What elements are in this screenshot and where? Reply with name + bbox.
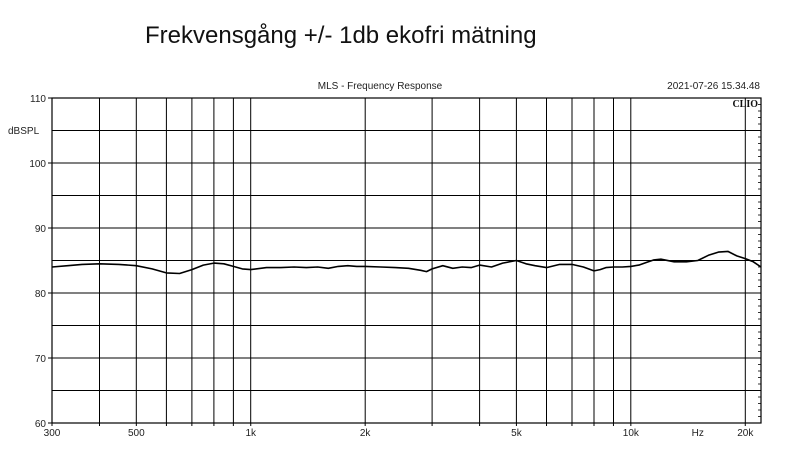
brand-label: CLIO [732, 99, 758, 110]
x-tick-label: 5k [511, 428, 523, 439]
y-tick-label: 80 [35, 289, 47, 300]
y-tick-label: 60 [35, 419, 47, 430]
x-tick-label: 1k [245, 428, 257, 439]
y-axis-label: dBSPL [8, 126, 40, 137]
x-tick-label: 20k [737, 428, 754, 439]
x-tick-label: 2k [360, 428, 372, 439]
page-title: Frekvensgång +/- 1db ekofri mätning [145, 22, 537, 49]
x-tick-label: 500 [128, 428, 145, 439]
y-tick-label: 100 [29, 159, 46, 170]
y-tick-label: 70 [35, 354, 47, 365]
y-tick-label: 110 [30, 94, 46, 105]
series-layer [51, 250, 762, 275]
chart-title: MLS - Frequency Response [318, 81, 443, 92]
x-tick-label: 300 [44, 428, 61, 439]
x-tick-label: 10k [623, 428, 640, 439]
chart-timestamp: 2021-07-26 15.34.48 [667, 81, 760, 92]
response-curve [51, 250, 762, 275]
y-tick-label: 90 [35, 224, 47, 235]
x-unit-label: Hz [692, 428, 704, 439]
